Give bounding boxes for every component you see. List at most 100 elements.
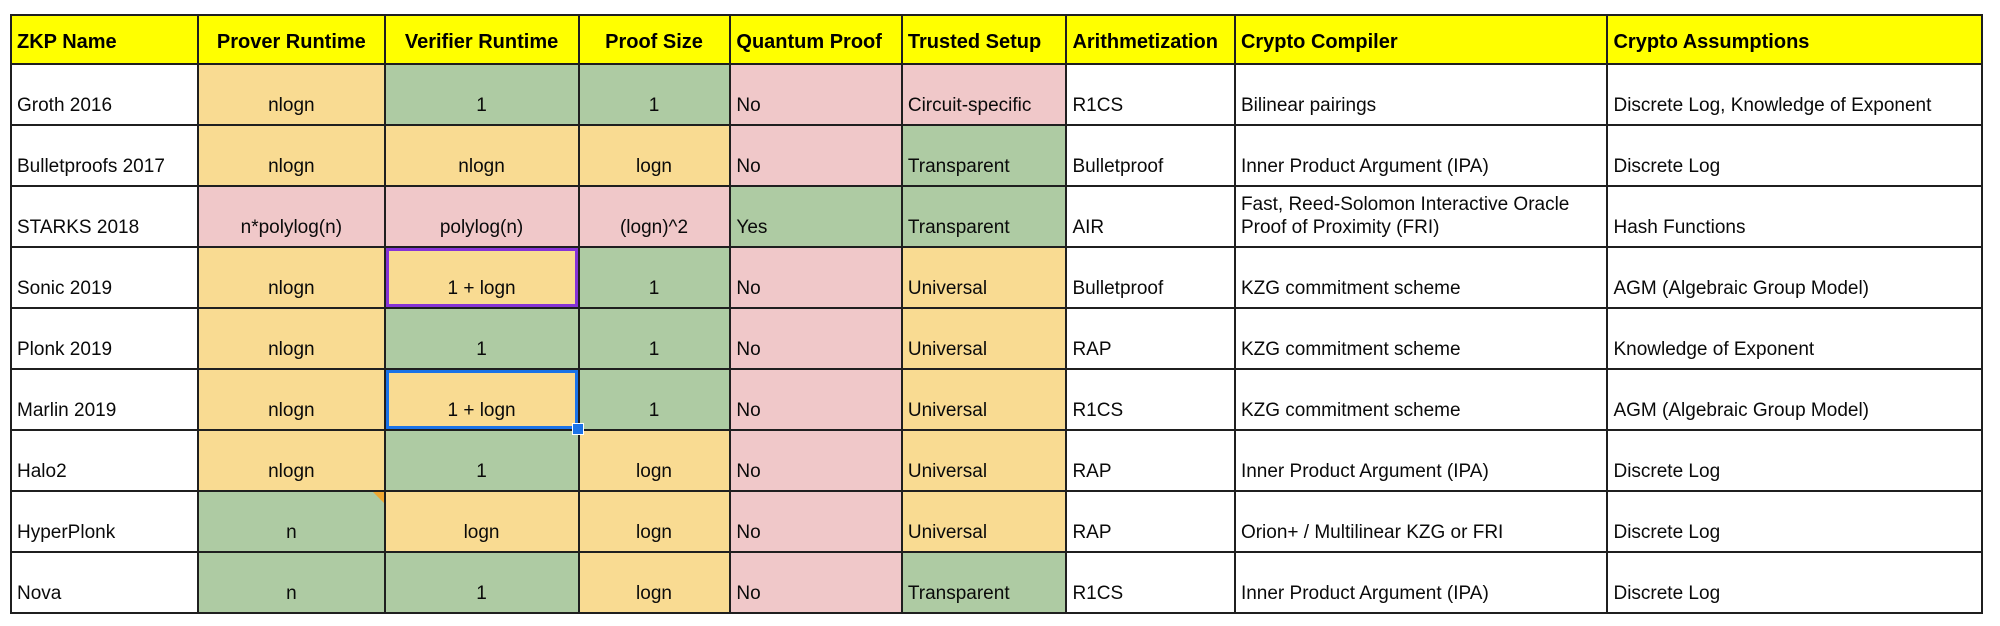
cell-bulletproofs-2017-crypto-assumptions[interactable]: Discrete Log xyxy=(1606,124,1983,187)
cell-starks-2018-verifier-runtime[interactable]: polylog(n) xyxy=(384,185,580,248)
cell-marlin-2019-arithmetization[interactable]: R1CS xyxy=(1065,368,1236,431)
cell-nova-crypto-assumptions[interactable]: Discrete Log xyxy=(1606,551,1983,614)
cell-marlin-2019-verifier-runtime[interactable]: 1 + logn xyxy=(384,368,584,435)
cell-plonk-2019-zkp-name[interactable]: Plonk 2019 xyxy=(9,307,200,370)
cell-plonk-2019-crypto-assumptions[interactable]: Knowledge of Exponent xyxy=(1606,307,1983,370)
cell-starks-2018-crypto-compiler[interactable]: Fast, Reed-Solomon Interactive Oracle Pr… xyxy=(1233,185,1609,248)
cell-nova-verifier-runtime[interactable]: 1 xyxy=(384,551,580,614)
cell-marlin-2019-zkp-name[interactable]: Marlin 2019 xyxy=(9,368,200,431)
table-row-nova: Nova n 1 logn No Transparent R1CS Inner Product… xyxy=(9,551,1983,614)
cell-halo2-verifier-runtime[interactable]: 1 xyxy=(384,429,580,492)
cell-bulletproofs-2017-crypto-compiler[interactable]: Inner Product Argument (IPA) xyxy=(1233,124,1609,187)
cell-starks-2018-proof-size[interactable]: (logn)^2 xyxy=(577,185,732,248)
cell-hyperplonk-zkp-name[interactable]: HyperPlonk xyxy=(9,490,200,553)
cell-hyperplonk-verifier-runtime[interactable]: logn xyxy=(384,490,580,553)
cell-groth-2016-crypto-assumptions[interactable]: Discrete Log, Knowledge of Exponent xyxy=(1606,63,1983,126)
cell-marlin-2019-trusted-setup[interactable]: Universal xyxy=(900,368,1068,431)
table-row-halo2: Halo2 nlogn 1 logn No Universal RAP Inner Produ… xyxy=(9,429,1983,492)
cell-hyperplonk-proof-size[interactable]: logn xyxy=(577,490,732,553)
cell-marlin-2019-proof-size[interactable]: 1 xyxy=(577,368,732,431)
header-cell-crypto-assumptions[interactable]: Crypto Assumptions xyxy=(1606,14,1983,65)
cell-groth-2016-prover-runtime[interactable]: nlogn xyxy=(197,63,387,126)
cell-plonk-2019-quantum-proof[interactable]: No xyxy=(729,307,903,370)
cell-sonic-2019-trusted-setup[interactable]: Universal xyxy=(900,246,1068,309)
cell-halo2-crypto-assumptions[interactable]: Discrete Log xyxy=(1606,429,1983,492)
cell-starks-2018-crypto-assumptions[interactable]: Hash Functions xyxy=(1606,185,1983,248)
cell-bulletproofs-2017-proof-size[interactable]: logn xyxy=(577,124,732,187)
cell-nova-proof-size[interactable]: logn xyxy=(577,551,732,614)
cell-marlin-2019-crypto-compiler[interactable]: KZG commitment scheme xyxy=(1233,368,1609,431)
header-cell-quantum-proof[interactable]: Quantum Proof xyxy=(729,14,903,65)
header-cell-zkp-name[interactable]: ZKP Name xyxy=(9,14,200,65)
cell-groth-2016-zkp-name[interactable]: Groth 2016 xyxy=(9,63,200,126)
cell-sonic-2019-verifier-runtime[interactable]: 1 + logn xyxy=(384,246,580,309)
table-row-sonic-2019: Sonic 2019 nlogn 1 + logn 1 No Universal Bulle… xyxy=(9,246,1983,309)
cell-sonic-2019-quantum-proof[interactable]: No xyxy=(729,246,903,309)
cell-halo2-arithmetization[interactable]: RAP xyxy=(1065,429,1236,492)
cell-plonk-2019-trusted-setup[interactable]: Universal xyxy=(900,307,1068,370)
cell-hyperplonk-trusted-setup[interactable]: Universal xyxy=(900,490,1068,553)
table-row-starks-2018: STARKS 2018 n*polylog(n) polylog(n) (logn)^… xyxy=(9,185,1983,248)
selection-fill-handle[interactable] xyxy=(571,423,584,435)
cell-bulletproofs-2017-quantum-proof[interactable]: No xyxy=(729,124,903,187)
cell-bulletproofs-2017-trusted-setup[interactable]: Transparent xyxy=(900,124,1068,187)
cell-hyperplonk-prover-runtime[interactable]: n xyxy=(197,490,387,553)
table-row-marlin-2019: Marlin 2019 nlogn 1 + logn 1 No Universal R1CS… xyxy=(9,368,1983,435)
cell-nova-prover-runtime[interactable]: n xyxy=(197,551,387,614)
cell-marlin-2019-quantum-proof[interactable]: No xyxy=(729,368,903,431)
cell-groth-2016-proof-size[interactable]: 1 xyxy=(577,63,732,126)
cell-bulletproofs-2017-zkp-name[interactable]: Bulletproofs 2017 xyxy=(9,124,200,187)
table-row-plonk-2019: Plonk 2019 nlogn 1 1 No Universal RAP KZG commi… xyxy=(9,307,1983,370)
cell-bulletproofs-2017-verifier-runtime[interactable]: nlogn xyxy=(384,124,580,187)
cell-plonk-2019-verifier-runtime[interactable]: 1 xyxy=(384,307,580,370)
cell-nova-crypto-compiler[interactable]: Inner Product Argument (IPA) xyxy=(1233,551,1609,614)
cell-bulletproofs-2017-arithmetization[interactable]: Bulletproof xyxy=(1065,124,1236,187)
header-cell-crypto-compiler[interactable]: Crypto Compiler xyxy=(1233,14,1609,65)
cell-sonic-2019-prover-runtime[interactable]: nlogn xyxy=(197,246,387,309)
cell-halo2-quantum-proof[interactable]: No xyxy=(729,429,903,492)
cell-sonic-2019-proof-size[interactable]: 1 xyxy=(577,246,732,309)
cell-nova-quantum-proof[interactable]: No xyxy=(729,551,903,614)
cell-groth-2016-quantum-proof[interactable]: No xyxy=(729,63,903,126)
cell-hyperplonk-arithmetization[interactable]: RAP xyxy=(1065,490,1236,553)
cell-sonic-2019-arithmetization[interactable]: Bulletproof xyxy=(1065,246,1236,309)
cell-starks-2018-quantum-proof[interactable]: Yes xyxy=(729,185,903,248)
cell-starks-2018-arithmetization[interactable]: AIR xyxy=(1065,185,1236,248)
cell-plonk-2019-prover-runtime[interactable]: nlogn xyxy=(197,307,387,370)
cell-hyperplonk-quantum-proof[interactable]: No xyxy=(729,490,903,553)
cell-starks-2018-zkp-name[interactable]: STARKS 2018 xyxy=(9,185,200,248)
header-cell-verifier-runtime[interactable]: Verifier Runtime xyxy=(384,14,580,65)
cell-bulletproofs-2017-prover-runtime[interactable]: nlogn xyxy=(197,124,387,187)
cell-halo2-prover-runtime[interactable]: nlogn xyxy=(197,429,387,492)
cell-nova-zkp-name[interactable]: Nova xyxy=(9,551,200,614)
cell-starks-2018-trusted-setup[interactable]: Transparent xyxy=(900,185,1068,248)
cell-plonk-2019-crypto-compiler[interactable]: KZG commitment scheme xyxy=(1233,307,1609,370)
cell-hyperplonk-crypto-assumptions[interactable]: Discrete Log xyxy=(1606,490,1983,553)
cell-groth-2016-verifier-runtime[interactable]: 1 xyxy=(384,63,580,126)
cell-nova-arithmetization[interactable]: R1CS xyxy=(1065,551,1236,614)
header-cell-proof-size[interactable]: Proof Size xyxy=(577,14,732,65)
cell-sonic-2019-crypto-assumptions[interactable]: AGM (Algebraic Group Model) xyxy=(1606,246,1983,309)
cell-nova-trusted-setup[interactable]: Transparent xyxy=(900,551,1068,614)
header-cell-arithmetization[interactable]: Arithmetization xyxy=(1065,14,1236,65)
cell-groth-2016-trusted-setup[interactable]: Circuit-specific xyxy=(900,63,1068,126)
cell-plonk-2019-arithmetization[interactable]: RAP xyxy=(1065,307,1236,370)
table-row-hyperplonk: HyperPlonk n logn logn No Universal RAP Orion+ … xyxy=(9,490,1983,553)
cell-halo2-zkp-name[interactable]: Halo2 xyxy=(9,429,200,492)
cell-halo2-crypto-compiler[interactable]: Inner Product Argument (IPA) xyxy=(1233,429,1609,492)
cell-groth-2016-arithmetization[interactable]: R1CS xyxy=(1065,63,1236,126)
header-cell-trusted-setup[interactable]: Trusted Setup xyxy=(900,14,1068,65)
cell-halo2-trusted-setup[interactable]: Universal xyxy=(900,429,1068,492)
table-row-groth-2016: Groth 2016 nlogn 1 1 No Circuit-specific R1CS B… xyxy=(9,63,1983,126)
cell-starks-2018-prover-runtime[interactable]: n*polylog(n) xyxy=(197,185,387,248)
cell-groth-2016-crypto-compiler[interactable]: Bilinear pairings xyxy=(1233,63,1609,126)
cell-sonic-2019-crypto-compiler[interactable]: KZG commitment scheme xyxy=(1233,246,1609,309)
cell-hyperplonk-crypto-compiler[interactable]: Orion+ / Multilinear KZG or FRI xyxy=(1233,490,1609,553)
cell-halo2-proof-size[interactable]: logn xyxy=(577,429,732,492)
cell-plonk-2019-proof-size[interactable]: 1 xyxy=(577,307,732,370)
cell-marlin-2019-crypto-assumptions[interactable]: AGM (Algebraic Group Model) xyxy=(1606,368,1983,431)
header-cell-prover-runtime[interactable]: Prover Runtime xyxy=(197,14,387,65)
cell-sonic-2019-zkp-name[interactable]: Sonic 2019 xyxy=(9,246,200,309)
cell-marlin-2019-prover-runtime[interactable]: nlogn xyxy=(197,368,387,431)
